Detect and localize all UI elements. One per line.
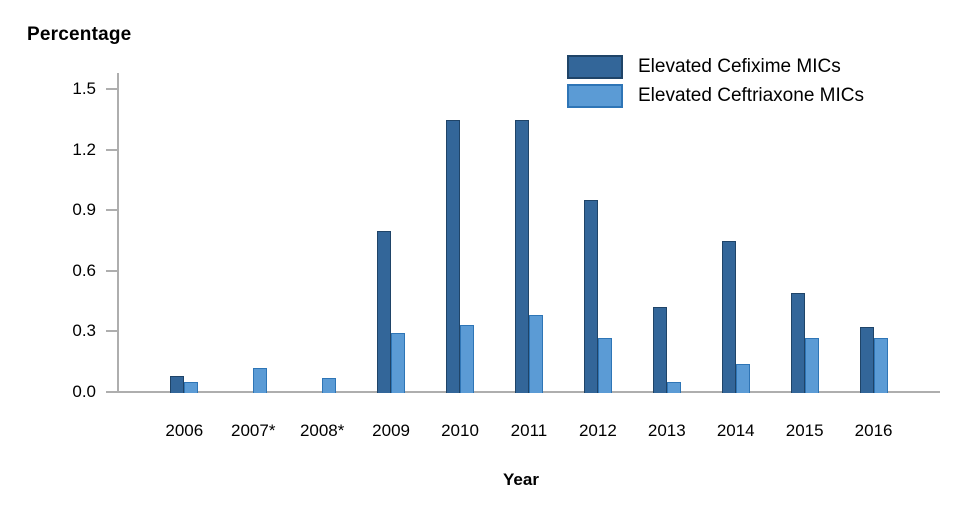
y-tick-label: 1.2 bbox=[72, 139, 96, 159]
x-category-label: 2016 bbox=[854, 421, 893, 440]
bar-cefixime bbox=[446, 119, 461, 393]
y-tick-mark bbox=[106, 209, 117, 212]
x-category-label: 2010 bbox=[441, 421, 479, 440]
x-category-label: 2007* bbox=[231, 421, 276, 440]
bar-ceftriaxone bbox=[528, 315, 543, 393]
bar-ceftriaxone bbox=[253, 367, 268, 393]
y-axis-line bbox=[117, 73, 119, 393]
y-tick-mark bbox=[106, 88, 117, 91]
y-tick-mark bbox=[106, 330, 117, 333]
bar-cefixime bbox=[170, 375, 185, 393]
bar-cefixime bbox=[514, 119, 529, 393]
bar-ceftriaxone bbox=[735, 363, 750, 393]
y-tick-mark bbox=[106, 391, 117, 393]
y-tick-label: 0.0 bbox=[72, 382, 96, 401]
x-axis-title: Year bbox=[503, 470, 539, 489]
bar-cefixime bbox=[377, 230, 392, 393]
bar-cefixime bbox=[652, 307, 667, 393]
x-category-label: 2014 bbox=[716, 421, 755, 440]
bar-ceftriaxone bbox=[322, 377, 337, 393]
y-tick-label: 0.3 bbox=[72, 321, 96, 341]
legend-label-cefixime: Elevated Cefixime MICs bbox=[638, 56, 841, 77]
bar-ceftriaxone bbox=[804, 337, 819, 393]
bar-ceftriaxone bbox=[391, 333, 406, 393]
bar-ceftriaxone bbox=[597, 337, 612, 393]
bar-ceftriaxone bbox=[873, 337, 888, 393]
bar-cefixime bbox=[721, 240, 736, 393]
legend-item-cefixime: Elevated Cefixime MICs bbox=[567, 55, 864, 79]
y-tick-label: 1.5 bbox=[72, 79, 96, 99]
y-tick-label: 0.9 bbox=[72, 200, 96, 220]
bar-cefixime bbox=[859, 327, 874, 393]
y-axis-title: Percentage bbox=[27, 24, 132, 45]
x-category-label: 2006 bbox=[165, 421, 204, 440]
bar-ceftriaxone bbox=[666, 381, 681, 393]
y-tick-mark bbox=[106, 148, 117, 151]
bar-cefixime bbox=[790, 293, 805, 393]
ceftriaxone-swatch-icon bbox=[567, 84, 623, 108]
y-tick-mark bbox=[106, 269, 117, 272]
bar-ceftriaxone bbox=[184, 381, 199, 393]
x-category-label: 2013 bbox=[647, 421, 686, 440]
legend-item-ceftriaxone: Elevated Ceftriaxone MICs bbox=[567, 84, 864, 108]
legend: Elevated Cefixime MICs Elevated Ceftriax… bbox=[567, 55, 864, 113]
x-category-label: 2008* bbox=[299, 421, 345, 440]
x-category-label: 2011 bbox=[510, 421, 548, 440]
x-category-label: 2009 bbox=[372, 421, 410, 440]
y-tick-label: 0.6 bbox=[72, 260, 96, 280]
bar-cefixime bbox=[583, 200, 598, 393]
x-category-label: 2012 bbox=[578, 421, 617, 440]
bar-ceftriaxone bbox=[460, 325, 475, 393]
cefixime-swatch-icon bbox=[567, 55, 623, 79]
x-category-label: 2015 bbox=[785, 421, 824, 440]
legend-label-ceftriaxone: Elevated Ceftriaxone MICs bbox=[638, 85, 864, 106]
